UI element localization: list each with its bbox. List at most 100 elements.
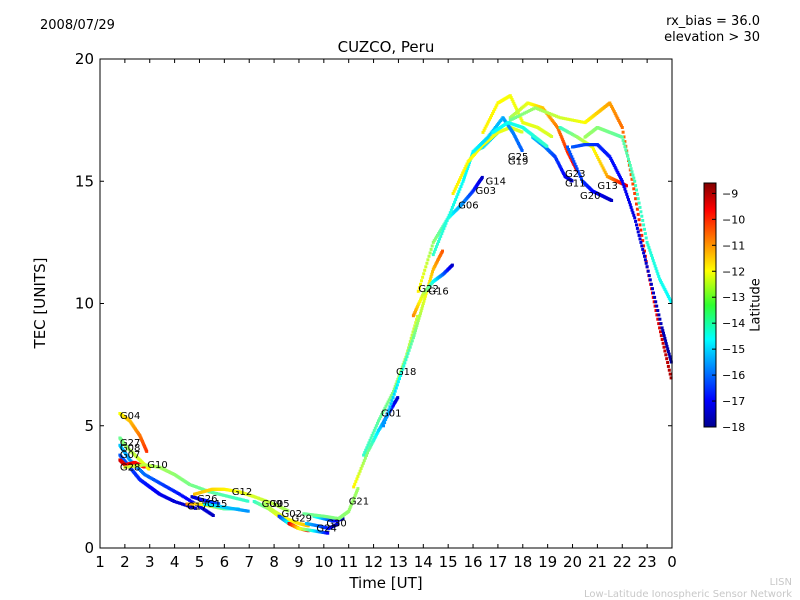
data-point: [413, 311, 417, 315]
data-point: [565, 117, 569, 121]
data-point: [418, 300, 422, 304]
data-point: [530, 108, 534, 112]
data-point: [431, 240, 435, 244]
series-G04: [118, 412, 149, 453]
data-point: [604, 172, 608, 176]
data-point: [636, 197, 640, 201]
data-point: [614, 113, 618, 117]
data-point: [484, 124, 488, 128]
data-point: [612, 110, 616, 114]
data-point: [414, 326, 418, 330]
data-point: [416, 319, 420, 323]
data-point: [652, 261, 656, 265]
series-G27: [118, 436, 151, 471]
data-point: [440, 232, 444, 236]
satellite-label: G19: [508, 157, 528, 168]
data-point: [557, 129, 561, 133]
x-tick-label: 22: [613, 553, 632, 571]
data-point: [622, 135, 626, 139]
data-point: [576, 119, 580, 123]
data-point: [409, 342, 413, 346]
data-point: [621, 182, 625, 186]
data-point: [420, 295, 424, 299]
colorbar-tick-label: −17: [722, 395, 745, 408]
data-point: [649, 282, 653, 286]
data-point: [592, 147, 595, 151]
data-point: [666, 347, 670, 351]
data-point: [657, 313, 661, 317]
data-point: [578, 120, 582, 123]
data-point: [508, 94, 512, 98]
data-point: [353, 482, 357, 486]
data-point: [431, 253, 435, 257]
data-point: [383, 421, 387, 425]
data-point: [364, 448, 368, 452]
satellite-label: G20: [580, 191, 600, 202]
data-point: [659, 279, 662, 283]
data-point: [464, 171, 468, 175]
colorbar-tick-label: −18: [722, 421, 745, 434]
data-point: [615, 169, 619, 173]
data-point: [389, 402, 393, 406]
data-point: [526, 109, 530, 113]
data-point: [384, 404, 388, 408]
data-point: [567, 117, 571, 121]
data-point: [636, 212, 640, 216]
data-point: [448, 211, 452, 215]
data-point: [454, 198, 458, 202]
x-tick-label: 6: [220, 553, 230, 571]
data-point: [648, 278, 652, 282]
data-point: [396, 396, 400, 400]
data-point: [654, 309, 658, 312]
data-point: [417, 316, 421, 320]
data-point: [452, 203, 455, 207]
data-point: [350, 501, 354, 505]
data-point: [638, 237, 642, 241]
x-tick-label: 21: [588, 553, 607, 571]
data-point: [360, 464, 364, 468]
data-point: [437, 232, 441, 236]
data-point: [618, 174, 622, 178]
data-point: [381, 411, 385, 414]
data-point: [669, 360, 673, 364]
data-point: [667, 296, 671, 300]
data-point: [483, 126, 487, 130]
data-point: [431, 270, 434, 274]
data-point: [641, 239, 645, 243]
data-point: [373, 426, 377, 430]
data-point: [630, 170, 634, 174]
data-point: [437, 240, 441, 243]
colorbar-tick-label: −14: [722, 317, 745, 330]
satellite-label: G14: [485, 176, 505, 187]
data-point: [377, 419, 380, 423]
data-point: [655, 304, 659, 308]
data-point: [635, 188, 638, 192]
data-point: [619, 176, 622, 180]
data-point: [642, 251, 646, 255]
data-point: [412, 327, 416, 331]
data-point: [407, 346, 411, 350]
data-point: [622, 185, 626, 188]
data-point: [411, 336, 415, 340]
data-point: [480, 175, 484, 179]
data-point: [434, 235, 438, 239]
data-point: [633, 192, 637, 195]
satellite-label: G02: [282, 509, 302, 520]
data-point: [176, 501, 180, 505]
data-point: [637, 218, 641, 222]
data-point: [643, 232, 647, 236]
data-point: [403, 361, 407, 365]
data-point: [653, 304, 657, 308]
data-point: [366, 443, 370, 447]
data-point: [386, 411, 390, 415]
data-point: [626, 195, 630, 199]
data-point: [396, 380, 400, 384]
data-point: [613, 112, 617, 115]
data-point: [451, 192, 455, 195]
data-point: [523, 111, 527, 115]
satellite-label: G08: [120, 443, 140, 454]
data-point: [419, 298, 422, 302]
data-point: [614, 167, 618, 171]
y-tick-label: 15: [75, 172, 94, 190]
